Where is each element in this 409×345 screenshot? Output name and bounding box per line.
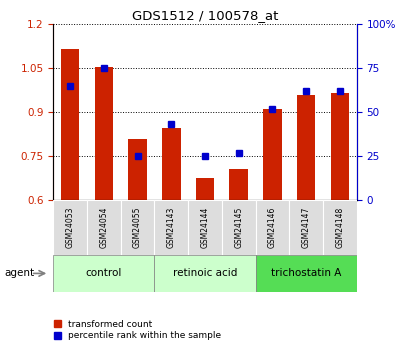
FancyBboxPatch shape <box>154 200 188 255</box>
FancyBboxPatch shape <box>53 200 87 255</box>
Text: GDS1512 / 100578_at: GDS1512 / 100578_at <box>131 9 278 22</box>
FancyBboxPatch shape <box>87 200 120 255</box>
Text: GSM24146: GSM24146 <box>267 207 276 248</box>
Text: GSM24053: GSM24053 <box>65 207 74 248</box>
Bar <box>263 109 281 200</box>
FancyBboxPatch shape <box>255 200 289 255</box>
Bar <box>128 138 146 200</box>
Text: GSM24145: GSM24145 <box>234 207 243 248</box>
FancyBboxPatch shape <box>53 255 154 292</box>
FancyBboxPatch shape <box>255 255 356 292</box>
Bar <box>162 128 180 200</box>
Text: trichostatin A: trichostatin A <box>270 268 340 278</box>
FancyBboxPatch shape <box>221 200 255 255</box>
Bar <box>296 95 315 200</box>
Bar <box>330 93 348 200</box>
Text: GSM24147: GSM24147 <box>301 207 310 248</box>
Bar <box>94 67 113 200</box>
Text: retinoic acid: retinoic acid <box>172 268 237 278</box>
Text: control: control <box>85 268 122 278</box>
Text: GSM24143: GSM24143 <box>166 207 175 248</box>
Bar <box>229 169 247 200</box>
FancyBboxPatch shape <box>120 200 154 255</box>
FancyBboxPatch shape <box>154 255 255 292</box>
Text: GSM24054: GSM24054 <box>99 207 108 248</box>
FancyBboxPatch shape <box>188 200 221 255</box>
FancyBboxPatch shape <box>289 200 322 255</box>
Legend: transformed count, percentile rank within the sample: transformed count, percentile rank withi… <box>54 320 221 341</box>
Text: GSM24055: GSM24055 <box>133 207 142 248</box>
Text: agent: agent <box>4 268 34 278</box>
Bar <box>195 178 214 200</box>
FancyBboxPatch shape <box>322 200 356 255</box>
Bar <box>61 49 79 200</box>
Text: GSM24144: GSM24144 <box>200 207 209 248</box>
Text: GSM24148: GSM24148 <box>335 207 344 248</box>
